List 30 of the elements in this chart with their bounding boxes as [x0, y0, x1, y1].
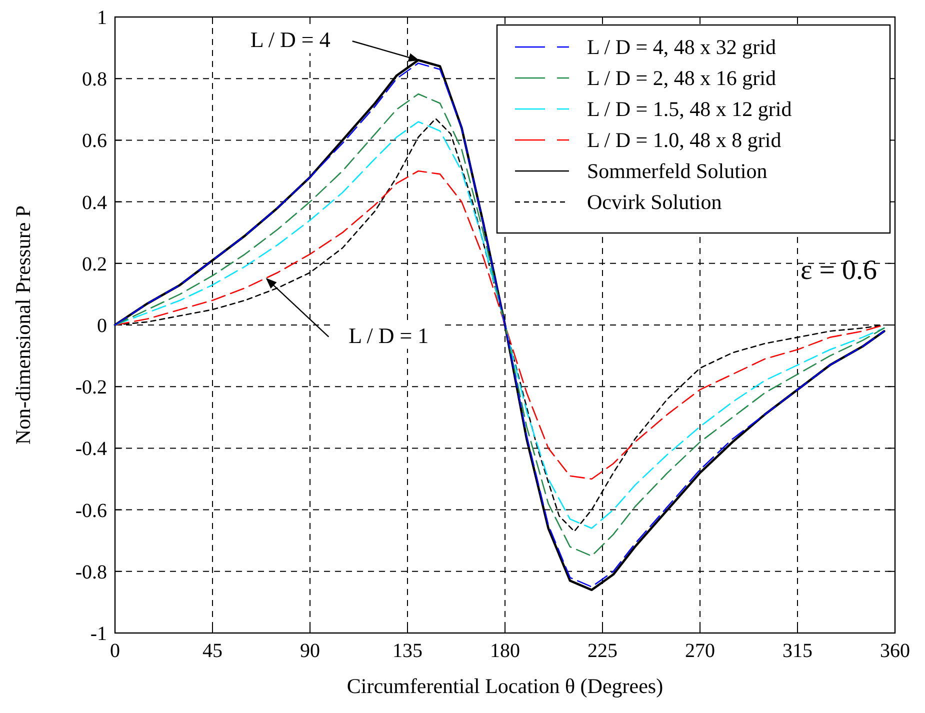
legend-label: Sommerfeld Solution [587, 159, 768, 183]
x-tick-label: 90 [300, 640, 320, 662]
y-tick-label: -1 [90, 623, 107, 645]
annotation: L / D = 1 [348, 322, 429, 348]
y-tick-label: 0.4 [82, 192, 107, 214]
legend-label: L / D = 1.5, 48 x 12 grid [587, 97, 792, 121]
legend-label: L / D = 1.0, 48 x 8 grid [587, 128, 782, 152]
x-tick-label: 180 [490, 640, 520, 662]
y-tick-label: -0.8 [75, 561, 107, 584]
x-tick-label: 225 [588, 640, 618, 662]
y-tick-label: -0.6 [75, 500, 107, 522]
legend-label: L / D = 4, 48 x 32 grid [587, 35, 776, 59]
x-tick-label: 360 [880, 640, 910, 662]
x-tick-label: 135 [392, 640, 422, 662]
y-tick-label: 0.8 [82, 68, 107, 91]
y-tick-label: -0.4 [75, 438, 107, 460]
y-tick-label: 1 [97, 7, 107, 29]
y-tick-label: 0.6 [82, 130, 107, 152]
y-tick-label: 0.2 [82, 253, 107, 276]
annotation: ε = 0.6 [800, 254, 877, 286]
y-axis-title: Non-dimensional Pressure P [11, 205, 35, 445]
annotation: L / D = 4 [250, 27, 330, 52]
y-tick-label: 0 [97, 315, 107, 337]
x-tick-label: 45 [202, 640, 222, 662]
x-tick-label: 315 [782, 640, 812, 662]
y-tick-label: -0.2 [75, 376, 107, 399]
x-tick-label: 270 [685, 640, 715, 662]
x-axis-title: Circumferential Location θ (Degrees) [346, 674, 664, 698]
legend-label: Ocvirk Solution [587, 190, 722, 214]
legend-label: L / D = 2, 48 x 16 grid [587, 66, 776, 90]
